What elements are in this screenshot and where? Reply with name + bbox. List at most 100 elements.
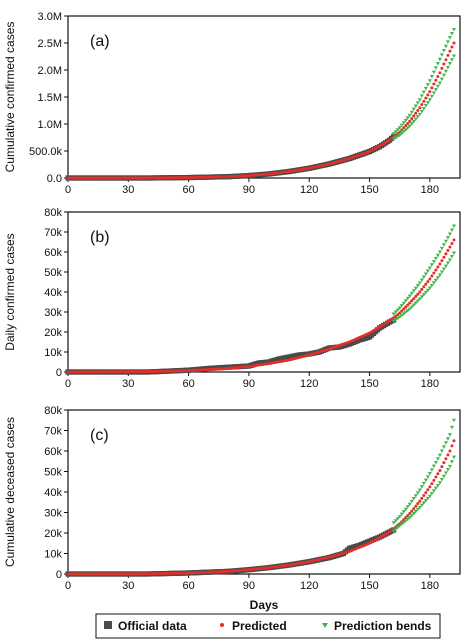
prediction-band-point [439, 77, 444, 82]
prediction-band-point [423, 478, 428, 483]
predicted-point [414, 504, 418, 508]
legend-predicted-label: Predicted [232, 619, 287, 633]
legend-bands-marker [322, 623, 328, 628]
prediction-band-point [399, 132, 404, 136]
prediction-band-point [417, 488, 422, 492]
x-tick-label: 180 [421, 580, 439, 592]
prediction-band-point [395, 134, 400, 139]
prediction-band-point [391, 137, 396, 141]
y-tick-label: 30k [44, 508, 62, 520]
prediction-band-point [419, 109, 424, 114]
predicted-point [448, 449, 452, 453]
prediction-band-point [403, 299, 408, 303]
prediction-band-point [439, 246, 444, 251]
prediction-band-point [411, 512, 416, 516]
prediction-band-point [433, 278, 438, 283]
prediction-band-point [435, 84, 440, 89]
prediction-band-point [435, 253, 440, 258]
prediction-band-point [397, 126, 402, 130]
prediction-band-point [439, 477, 444, 482]
prediction-band-point [447, 433, 452, 437]
prediction-band-point [409, 514, 414, 518]
prediction-band-point [447, 232, 452, 236]
prediction-band-point [415, 115, 420, 119]
predicted-point [412, 297, 416, 301]
predicted-point [428, 485, 432, 489]
prediction-band-point [429, 491, 434, 496]
prediction-band-point [447, 36, 452, 40]
x-tick-label: 0 [65, 378, 71, 390]
prediction-band-point [425, 83, 430, 87]
prediction-band-point [401, 510, 406, 514]
predicted-series [66, 238, 456, 374]
prediction-band-point [413, 104, 418, 108]
prediction-band-point [439, 449, 444, 453]
predicted-point [448, 245, 452, 249]
prediction-band-point [407, 113, 412, 118]
prediction-band-point [435, 276, 440, 280]
prediction-band-point [415, 284, 420, 288]
predicted-point [410, 299, 414, 303]
prediction-band-point [399, 512, 404, 517]
y-tick-label: 30k [44, 307, 62, 319]
prediction-band-point [403, 310, 408, 315]
prediction-band-point [445, 468, 450, 472]
prediction-band-point [393, 130, 398, 134]
predicted-point [438, 262, 442, 266]
panel-3: 0 30 60 90 120 150 180 0 10k 20k 30k 40k 50k 60k 70k 80… [3, 405, 461, 592]
prediction-band-point [439, 270, 444, 274]
prediction-band-point [417, 281, 422, 285]
prediction-band-point [441, 73, 446, 78]
predicted-point [408, 119, 412, 123]
prediction-band-point [413, 286, 418, 291]
x-tick-label: 0 [65, 184, 71, 196]
prediction-band-point [445, 261, 450, 265]
prediction-band-point [411, 107, 416, 112]
prediction-band-point [401, 130, 406, 134]
prediction-band-point [405, 126, 410, 130]
predicted-point [396, 313, 400, 317]
predicted-point [398, 311, 402, 315]
official-data-series [65, 133, 397, 181]
y-tick-label: 70k [44, 426, 62, 438]
prediction-band-point [397, 306, 402, 310]
prediction-band-point [435, 62, 440, 66]
prediction-band-point [425, 496, 430, 501]
prediction-band-point [439, 53, 444, 57]
predicted-point [440, 66, 444, 70]
prediction-band-point [451, 251, 456, 255]
y-tick-label: 50k [44, 467, 62, 479]
panel-label: (b) [90, 229, 110, 246]
prediction-band-point [445, 437, 450, 441]
prediction-band-point [399, 313, 404, 318]
prediction-band-point [391, 312, 396, 316]
y-tick-label: 80k [44, 207, 62, 219]
prediction-band-upper [391, 418, 456, 525]
predicted-point [438, 71, 442, 75]
prediction-band-point [393, 527, 398, 532]
prediction-band-point [429, 468, 434, 472]
predicted-point [420, 103, 424, 107]
predicted-point [440, 259, 444, 263]
prediction-band-point [393, 519, 398, 523]
prediction-band-point [407, 307, 412, 311]
prediction-band-point [441, 49, 446, 53]
predicted-point [416, 502, 420, 506]
prediction-band-point [409, 110, 414, 115]
panel-label: (c) [90, 427, 109, 444]
prediction-band-point [405, 517, 410, 522]
predicted-point [442, 461, 446, 465]
predicted-point [446, 53, 450, 57]
y-tick-label: 20k [44, 327, 62, 339]
predicted-point [422, 285, 426, 289]
x-tick-label: 60 [182, 378, 194, 390]
predicted-point [388, 530, 392, 534]
y-tick-label: 0.0 [47, 173, 62, 185]
predicted-point [446, 248, 450, 252]
prediction-band-point [421, 481, 426, 486]
predicted-point [424, 282, 428, 286]
prediction-band-point [451, 54, 456, 58]
predicted-point [412, 114, 416, 118]
x-tick-label: 180 [421, 184, 439, 196]
